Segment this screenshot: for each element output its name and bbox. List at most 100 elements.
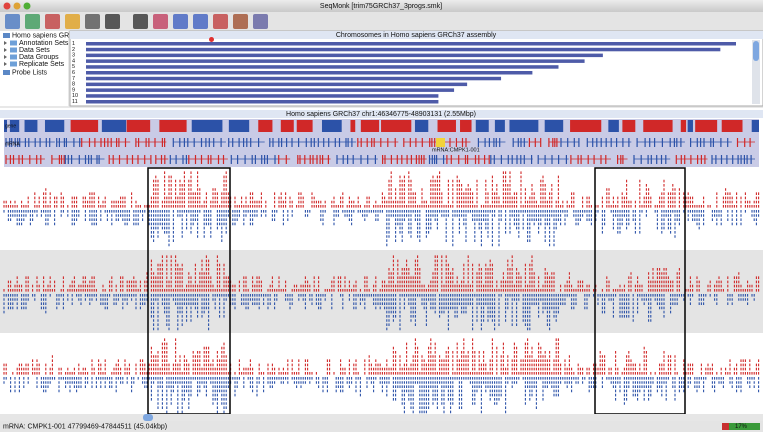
toolbar-buttons [5,14,268,29]
mrna-exons [269,138,315,147]
chromosome-label: 6 [72,70,75,76]
tree-item[interactable]: Annotation Sets [19,40,69,47]
tool-button[interactable] [65,14,80,29]
genome-title: Chromosomes in Homo sapiens GRCh37 assem… [336,32,497,39]
chromosome-bar[interactable] [86,47,721,52]
scroll-thumb[interactable] [143,414,153,421]
gene-feature [101,120,127,132]
mrna-exons [548,138,558,147]
gene-feature [228,120,250,132]
tool-button[interactable] [133,14,148,29]
feature-tracks [4,120,759,164]
chromosome-bar[interactable] [86,82,468,87]
gene-feature [721,120,743,132]
chromosome-label: 11 [72,99,78,105]
gene-feature [24,120,38,132]
mrna-exons [357,138,396,147]
chromosome-bar[interactable] [86,42,736,46]
selected-feature-marker[interactable] [436,138,445,147]
expand-arrow[interactable] [4,48,7,52]
expand-arrow[interactable] [4,41,7,45]
tree-root: Homo sapiens GRCh37 [12,32,86,39]
gene-feature [687,120,693,132]
tool-button[interactable] [5,14,20,29]
chromosome-bar[interactable] [86,94,439,98]
read-stack [3,255,760,292]
mrna-exons [56,138,81,147]
mrna-exons [636,138,682,147]
mrna-exons [537,155,567,164]
selected-feature-label: mRNA:CMPK1-001 [432,147,480,153]
folder-icon [10,54,17,60]
tree-item[interactable]: Probe Lists [12,69,48,76]
chromosome-bar[interactable] [86,59,585,63]
track-bg [0,208,763,250]
gene-feature [437,120,456,132]
toolbar [0,12,763,31]
tool-button[interactable] [173,14,188,29]
expand-arrow[interactable] [4,55,7,59]
chromosome-bar[interactable] [86,76,502,81]
read-stack [3,171,760,208]
mrna-exons [5,155,42,164]
chromosome-label: 2 [72,47,75,53]
mrna-exons [135,138,166,147]
read-stack [3,210,760,247]
scrollbar[interactable] [752,40,760,104]
tree-item[interactable]: Replicate Sets [19,61,65,68]
mrna-exons [319,155,329,164]
chromosome-bar[interactable] [86,65,559,69]
gene-feature [126,120,151,132]
tool-button[interactable] [193,14,208,29]
tool-button[interactable] [213,14,228,29]
mrna-exons [382,155,425,164]
tool-button[interactable] [85,14,100,29]
chromosome-bar[interactable] [86,100,439,104]
tool-button[interactable] [233,14,248,29]
tool-button[interactable] [105,14,120,29]
gene-feature [280,120,294,132]
tree-item[interactable]: Data Sets [19,47,50,54]
chromosome-bar[interactable] [86,53,603,58]
tool-button[interactable] [45,14,60,29]
mrna-exons [570,155,607,164]
mrna-exons [81,138,127,147]
gene-feature [9,120,20,132]
mrna-exons [108,155,152,164]
mrna-exons [297,155,318,164]
mrna-exons [446,155,490,164]
expand-arrow[interactable] [4,62,7,66]
mrna-exons [560,138,580,147]
memory-label: 17% [735,424,748,430]
title-bar [0,0,763,12]
mrna-exons [736,138,751,147]
scroll-thumb[interactable] [753,41,759,61]
mrna-exons [512,138,525,147]
position-marker [209,37,214,42]
close-button[interactable] [3,2,11,10]
read-tracks [0,168,763,414]
read-stack [3,377,760,414]
gene-feature [321,120,342,132]
chromosome-label: 4 [72,58,75,64]
mrna-exons [617,155,624,164]
tool-button[interactable] [153,14,168,29]
chromosome-label: 10 [72,93,78,99]
mrna-exons [675,155,706,164]
chromosome-bar[interactable] [86,88,455,92]
chromosome-bar[interactable] [86,71,533,75]
tree-item[interactable]: Data Groups [19,54,59,61]
zoom-button[interactable] [23,2,31,10]
tool-button[interactable] [253,14,268,29]
gene-feature [159,120,187,132]
gene-feature [475,120,489,132]
horizontal-scrollbar[interactable] [0,414,763,421]
mrna-exons [490,155,533,164]
tool-button[interactable] [25,14,40,29]
gene-feature [643,120,673,132]
minimize-button[interactable] [13,2,21,10]
